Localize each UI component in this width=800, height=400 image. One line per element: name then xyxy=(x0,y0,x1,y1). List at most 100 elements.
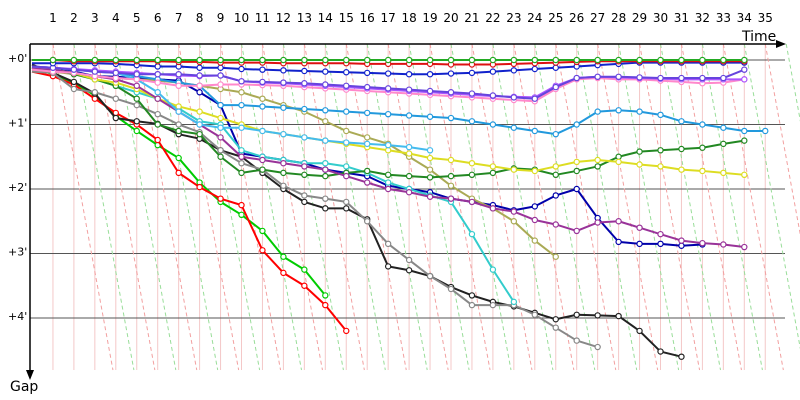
data-point xyxy=(280,159,287,167)
x-tick-label: 26 xyxy=(569,11,584,25)
data-point xyxy=(468,69,476,77)
x-tick-label: 7 xyxy=(175,11,183,25)
data-point xyxy=(238,65,245,73)
data-point xyxy=(510,94,518,101)
data-point xyxy=(510,218,518,225)
data-point xyxy=(594,108,601,115)
data-point xyxy=(573,121,580,128)
data-point xyxy=(405,256,413,264)
data-point xyxy=(112,56,120,64)
data-point xyxy=(322,172,329,180)
data-point xyxy=(154,63,161,70)
data-point xyxy=(426,70,434,78)
data-point xyxy=(720,124,727,131)
diagonal-guide xyxy=(157,43,219,371)
diagonal-guide xyxy=(199,43,261,371)
data-point xyxy=(238,101,245,109)
data-point xyxy=(175,154,182,162)
data-point xyxy=(552,192,559,199)
data-point xyxy=(594,219,601,226)
diagonal-guide xyxy=(618,43,680,371)
diagonal-guide xyxy=(722,43,784,371)
data-point xyxy=(384,56,392,64)
data-point xyxy=(552,56,559,64)
data-point xyxy=(552,221,559,228)
data-point xyxy=(720,74,727,82)
data-point xyxy=(405,56,413,64)
y-tick-label: +0' xyxy=(8,52,27,65)
data-point xyxy=(259,95,266,102)
x-tick-label: 1 xyxy=(49,11,57,25)
x-tick-label: 12 xyxy=(276,11,291,25)
data-point xyxy=(384,171,392,179)
diagonal-guide xyxy=(597,43,659,371)
x-tick-label: 18 xyxy=(401,11,416,25)
data-point xyxy=(615,56,622,64)
data-point xyxy=(510,124,518,131)
data-point xyxy=(426,166,434,173)
data-point xyxy=(594,73,601,80)
data-point xyxy=(426,174,434,181)
data-point xyxy=(301,266,308,273)
data-point xyxy=(531,167,539,175)
data-point xyxy=(112,74,120,82)
data-point xyxy=(364,69,371,77)
data-point xyxy=(594,56,601,64)
data-point xyxy=(510,208,518,215)
data-point xyxy=(657,163,664,170)
data-point xyxy=(301,56,308,64)
x-axis-title: Time xyxy=(741,29,776,45)
data-point xyxy=(426,272,434,280)
data-point xyxy=(594,163,601,170)
data-point xyxy=(531,56,539,64)
data-point xyxy=(133,118,140,125)
data-point xyxy=(405,86,413,93)
data-point xyxy=(615,218,622,225)
data-point xyxy=(657,111,664,119)
data-point xyxy=(678,74,685,82)
diagonal-guide xyxy=(680,43,742,371)
data-point xyxy=(217,147,224,154)
data-point xyxy=(322,195,329,202)
x-tick-label: 31 xyxy=(674,11,689,25)
data-point xyxy=(426,154,434,162)
x-tick-label: 16 xyxy=(360,11,375,25)
x-tick-label: 17 xyxy=(381,11,396,25)
x-tick-label: 13 xyxy=(297,11,312,25)
data-point xyxy=(657,74,664,82)
data-point xyxy=(552,163,559,170)
data-point xyxy=(322,107,329,114)
data-point xyxy=(552,64,559,71)
data-point xyxy=(384,185,392,193)
data-point xyxy=(552,316,559,323)
data-point xyxy=(70,56,78,64)
data-point xyxy=(615,73,622,80)
data-point xyxy=(238,153,245,160)
data-point xyxy=(133,127,140,135)
data-point xyxy=(280,56,287,64)
data-point xyxy=(217,153,224,160)
data-point xyxy=(112,69,120,77)
diagonal-guide xyxy=(178,43,240,371)
data-point xyxy=(678,237,685,244)
data-point xyxy=(531,95,539,102)
diagonal-guide xyxy=(429,43,491,371)
data-point xyxy=(217,81,224,88)
x-tick-label: 30 xyxy=(653,11,668,25)
data-point xyxy=(426,147,434,154)
data-point xyxy=(133,76,140,83)
diagonal-guide xyxy=(261,43,323,371)
diagonal-guide xyxy=(408,43,470,371)
data-point xyxy=(405,112,413,119)
data-point xyxy=(217,195,224,202)
data-point xyxy=(699,167,706,175)
data-point xyxy=(154,70,161,78)
data-point xyxy=(196,64,203,71)
data-point xyxy=(447,114,455,122)
data-point xyxy=(322,159,329,167)
data-point xyxy=(405,143,413,151)
data-point xyxy=(322,166,329,173)
data-point xyxy=(510,298,518,306)
x-tick-label: 19 xyxy=(422,11,437,25)
data-point xyxy=(741,56,748,64)
